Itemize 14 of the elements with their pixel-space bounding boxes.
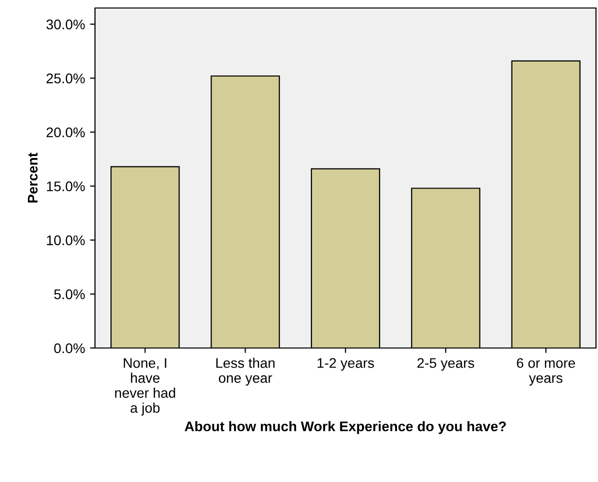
y-tick-label: 30.0% bbox=[46, 20, 85, 30]
y-tick-label: 10.0% bbox=[46, 235, 85, 246]
y-tick-label: 5.0% bbox=[54, 289, 85, 300]
x-tick-label: 6 or more years bbox=[516, 358, 576, 386]
x-tick-label: 1-2 years bbox=[318, 358, 374, 371]
y-axis-title: Percent bbox=[28, 152, 38, 203]
y-tick-label: 15.0% bbox=[46, 181, 85, 192]
x-tick-label: Less than one year bbox=[216, 358, 275, 386]
y-tick-label: 20.0% bbox=[46, 127, 85, 138]
x-tick-label: 2-5 years bbox=[417, 358, 474, 371]
x-tick-label: None, I have never had a job bbox=[115, 358, 176, 416]
y-tick-label: 25.0% bbox=[46, 73, 85, 84]
x-axis-title: About how much Work Experience do you have? bbox=[184, 421, 506, 434]
y-tick-label: 0.0% bbox=[54, 343, 85, 354]
